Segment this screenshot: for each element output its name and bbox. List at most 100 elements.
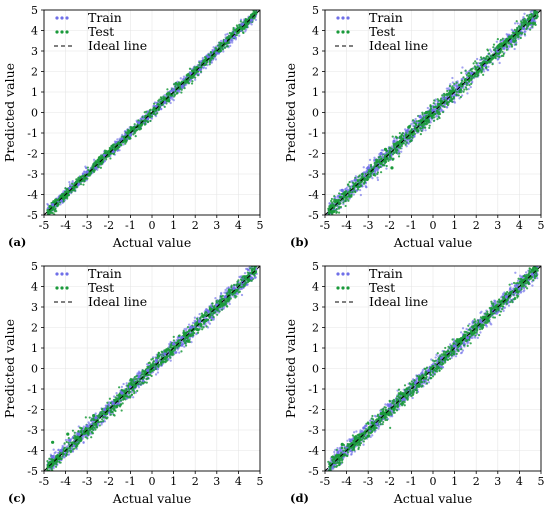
train-cloud-point xyxy=(348,197,351,200)
test-point xyxy=(375,160,379,164)
y-tick-label: 0 xyxy=(31,107,38,120)
test-cloud-point xyxy=(79,183,83,186)
legend-marker xyxy=(65,16,69,20)
train-point xyxy=(522,26,526,31)
test-cloud-point xyxy=(502,52,505,56)
test-cloud-point xyxy=(364,172,367,176)
test-cloud-point xyxy=(330,197,334,201)
test-cloud-point xyxy=(519,36,522,40)
test-cloud-point xyxy=(516,26,519,30)
train-cloud-point xyxy=(429,121,432,124)
test-cloud-point xyxy=(330,201,334,204)
test-cloud-point xyxy=(216,44,220,47)
test-cloud-point xyxy=(439,99,442,102)
train-point xyxy=(215,51,219,55)
test-point xyxy=(152,106,156,110)
y-tick-label: 2 xyxy=(31,66,38,79)
test-cloud-point xyxy=(254,13,257,16)
test-cloud-point xyxy=(481,68,484,71)
train-point xyxy=(418,115,422,119)
test-cloud-point xyxy=(445,99,448,102)
test-cloud-point xyxy=(409,135,412,139)
test-cloud-point xyxy=(250,13,253,16)
train-cloud-point xyxy=(376,178,380,182)
test-cloud-point xyxy=(209,58,212,62)
train-cloud-point xyxy=(229,44,232,48)
test-cloud-point xyxy=(485,55,489,58)
test-cloud-point xyxy=(482,56,485,59)
test-cloud-point xyxy=(138,128,141,131)
test-cloud-point xyxy=(209,51,212,54)
train-cloud-point xyxy=(515,41,518,44)
test-cloud-point xyxy=(429,105,432,108)
legend-marker xyxy=(60,16,64,20)
train-point xyxy=(172,88,176,92)
test-cloud-point xyxy=(374,174,377,177)
test-cloud-point xyxy=(441,94,444,97)
train-cloud-point xyxy=(496,58,499,61)
test-cloud-point xyxy=(105,158,108,161)
train-cloud-point xyxy=(487,65,490,68)
test-cloud-point xyxy=(348,190,351,193)
train-cloud-point xyxy=(169,101,172,105)
test-cloud-point xyxy=(242,31,245,35)
test-cloud-point xyxy=(395,136,398,139)
test-cloud-point xyxy=(474,66,478,70)
test-cloud-point xyxy=(378,158,381,162)
test-point xyxy=(139,123,143,127)
test-cloud-point xyxy=(117,142,120,145)
test-cloud-point xyxy=(133,127,136,131)
train-cloud-point xyxy=(92,158,96,161)
test-cloud-point xyxy=(190,76,193,79)
test-cloud-point xyxy=(141,115,144,119)
train-cloud-point xyxy=(510,28,513,31)
test-cloud-point xyxy=(174,81,178,84)
test-cloud-point xyxy=(465,83,468,87)
test-cloud-point xyxy=(419,133,422,136)
train-cloud-point xyxy=(451,81,454,84)
x-tick-label: 1 xyxy=(170,219,177,232)
test-cloud-point xyxy=(70,191,73,194)
test-cloud-point xyxy=(470,78,473,82)
test-cloud-point xyxy=(166,88,169,91)
test-cloud-point xyxy=(120,144,123,147)
y-tick-label: 3 xyxy=(31,45,38,58)
train-cloud-point xyxy=(116,138,119,141)
test-cloud-point xyxy=(479,69,482,72)
train-cloud-point xyxy=(254,18,258,22)
y-tick-label: -2 xyxy=(27,148,38,161)
test-cloud-point xyxy=(440,101,444,104)
test-cloud-point xyxy=(184,78,187,81)
train-cloud-point xyxy=(212,46,215,49)
train-cloud-point xyxy=(451,76,454,80)
test-cloud-point xyxy=(501,50,504,53)
test-cloud-point xyxy=(379,155,382,158)
test-cloud-point xyxy=(497,47,500,50)
test-cloud-point xyxy=(368,170,371,173)
test-cloud-point xyxy=(402,137,405,141)
test-cloud-point xyxy=(515,20,518,23)
test-cloud-point xyxy=(66,197,69,200)
test-cloud-point xyxy=(378,160,381,163)
test-cloud-point xyxy=(96,158,99,161)
test-cloud-point xyxy=(331,212,334,215)
test-cloud-point xyxy=(128,129,132,132)
test-cloud-point xyxy=(172,83,176,86)
test-cloud-point xyxy=(65,188,68,192)
test-cloud-point xyxy=(350,195,353,198)
test-cloud-point xyxy=(377,166,381,169)
test-cloud-point xyxy=(366,178,370,181)
train-cloud-point xyxy=(202,66,206,69)
test-cloud-point xyxy=(226,36,229,39)
y-tick-label: -4 xyxy=(27,189,38,202)
test-cloud-point xyxy=(149,119,152,123)
test-cloud-point xyxy=(533,22,536,25)
test-cloud-point xyxy=(71,186,74,189)
test-cloud-point xyxy=(524,20,528,23)
point-cloud xyxy=(46,10,258,215)
test-cloud-point xyxy=(354,176,357,180)
test-cloud-point xyxy=(467,72,470,75)
test-cloud-point xyxy=(533,6,535,8)
test-cloud-point xyxy=(77,176,80,180)
test-cloud-point xyxy=(452,95,456,99)
